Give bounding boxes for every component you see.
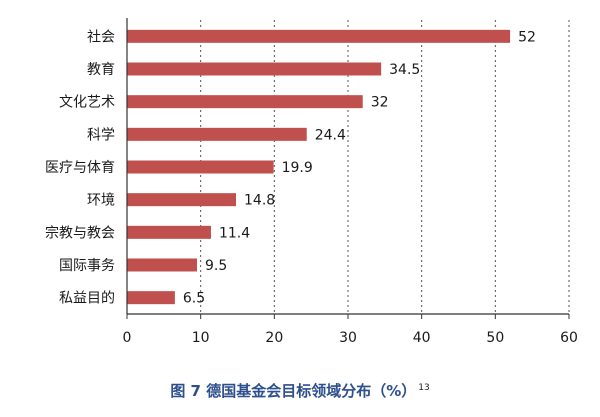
chart-title-text: 图 7 德国基金会目标领域分布（%） bbox=[170, 382, 417, 400]
value-label: 19.9 bbox=[282, 160, 313, 176]
x-tick-label: 0 bbox=[123, 330, 132, 346]
x-tick-label: 40 bbox=[413, 330, 431, 346]
category-label: 宗教与教会 bbox=[45, 225, 115, 241]
value-label: 14.8 bbox=[244, 193, 275, 209]
x-tick-label: 60 bbox=[560, 330, 578, 346]
grid-lines bbox=[200, 20, 570, 314]
value-label: 32 bbox=[371, 95, 389, 111]
bar bbox=[127, 291, 175, 305]
category-label: 私益目的 bbox=[59, 291, 115, 307]
value-label: 9.5 bbox=[205, 258, 227, 274]
bar bbox=[127, 62, 382, 76]
chart-title-superscript: 13 bbox=[418, 383, 430, 393]
axes bbox=[126, 18, 570, 319]
bar bbox=[127, 258, 197, 272]
category-label: 医疗与体育 bbox=[45, 160, 115, 176]
bars-group bbox=[127, 29, 511, 305]
x-tick-label: 50 bbox=[486, 330, 504, 346]
value-labels: 52 34.5 32 24.4 19.9 14.8 11.4 9.5 6.5 bbox=[183, 29, 536, 306]
category-label: 文化艺术 bbox=[59, 95, 115, 111]
value-label: 52 bbox=[518, 29, 536, 45]
bar bbox=[127, 95, 363, 109]
bar bbox=[127, 160, 274, 174]
bar bbox=[127, 193, 237, 207]
x-tick-label: 20 bbox=[265, 330, 283, 346]
chart-title: 图 7 德国基金会目标领域分布（%） 13 bbox=[0, 380, 600, 401]
value-label: 11.4 bbox=[219, 225, 250, 241]
value-label: 34.5 bbox=[389, 62, 420, 78]
category-label: 科学 bbox=[87, 127, 115, 143]
category-label: 国际事务 bbox=[59, 258, 115, 274]
value-label: 24.4 bbox=[315, 127, 346, 143]
category-label: 教育 bbox=[87, 62, 115, 78]
x-tick-labels: 0 10 20 30 40 50 60 bbox=[123, 330, 578, 346]
x-tick-label: 10 bbox=[192, 330, 210, 346]
category-label: 环境 bbox=[87, 193, 115, 209]
bar bbox=[127, 29, 511, 43]
category-label: 社会 bbox=[87, 29, 115, 45]
bar bbox=[127, 127, 307, 141]
x-tick-label: 30 bbox=[339, 330, 357, 346]
value-label: 6.5 bbox=[183, 291, 205, 307]
bar bbox=[127, 225, 211, 239]
